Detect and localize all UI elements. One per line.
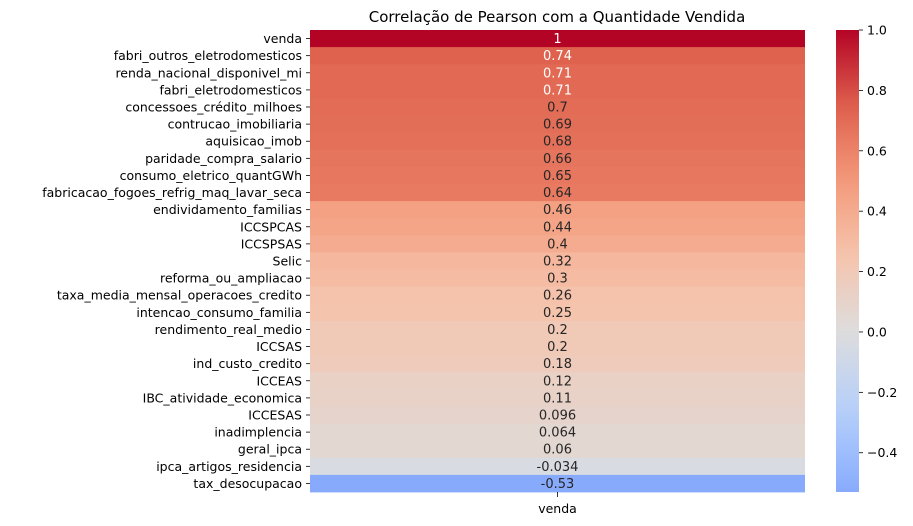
heatmap-cell	[310, 423, 805, 442]
row-label: renda_nacional_disponivel_mi	[115, 65, 302, 80]
heatmap-cell	[310, 406, 805, 424]
cell-value-label: 0.68	[543, 135, 572, 150]
row-label: ICCEAS	[256, 373, 302, 388]
cell-value-label: 0.26	[543, 289, 572, 304]
row-label: inadimplencia	[214, 425, 302, 440]
cell-value-label: 0.064	[539, 426, 576, 441]
row-label: rendimento_real_medio	[155, 322, 302, 337]
row-label: taxa_media_mensal_operacoes_credito	[57, 288, 302, 303]
row-labels: venda fabri_outros_eletrodomesticos renda_…	[42, 31, 310, 491]
heatmap-cell	[310, 132, 805, 151]
cell-value-label: 0.65	[543, 169, 572, 184]
cell-value-label: 0.64	[543, 186, 572, 201]
heatmap-cell	[310, 252, 805, 270]
colorbar-tick-label: 0.2	[867, 264, 887, 279]
heatmap-cell	[310, 149, 805, 168]
row-label: venda	[263, 31, 302, 46]
row-label: geral_ipca	[238, 442, 302, 457]
heatmap-cell	[310, 389, 805, 407]
cell-value-label: 0.12	[543, 374, 572, 389]
heatmap-cell	[310, 115, 805, 134]
row-label: contrucao_imobiliaria	[168, 117, 302, 132]
heatmap-cell	[310, 201, 805, 219]
colorbar: 1.0 0.8 0.6 0.4 0.2 0.0 −0.2 −0.4	[836, 23, 897, 492]
cell-value-label: 0.3	[547, 272, 568, 287]
cell-value-label: 0.71	[543, 83, 572, 98]
row-label: paridade_compra_salario	[145, 151, 302, 166]
cell-value-label: 0.69	[543, 118, 572, 133]
colorbar-tick-label: 0.4	[867, 204, 887, 219]
cell-value-label: 0.71	[543, 66, 572, 81]
row-label: intencao_consumo_familia	[136, 305, 302, 320]
cell-value-label: 0.32	[543, 255, 572, 270]
cell-value-label: 0.2	[547, 340, 568, 355]
row-label: Selic	[273, 254, 303, 269]
heatmap-cell	[310, 355, 805, 373]
cell-value-label: 0.18	[543, 357, 572, 372]
heatmap-cell	[310, 235, 805, 253]
row-label: fabri_eletrodomesticos	[160, 82, 303, 97]
row-label: ICCSAS	[256, 339, 302, 354]
cell-value-label: 0.2	[547, 323, 568, 338]
cell-value-label: 1	[553, 32, 561, 47]
heatmap-cell	[310, 218, 805, 236]
row-label: fabricacao_fogoes_refrig_maq_lavar_seca	[42, 185, 302, 200]
row-label: aquisicao_imob	[205, 134, 302, 149]
row-label: reforma_ou_ampliacao	[160, 271, 302, 286]
row-label: ICCESAS	[248, 408, 302, 423]
row-label: fabri_outros_eletrodomesticos	[114, 48, 302, 63]
cell-value-label: 0.4	[547, 237, 568, 252]
cell-value-label: 0.7	[547, 101, 568, 116]
row-label: consumo_eletrico_quantGWh	[120, 168, 302, 183]
row-label: tax_desocupacao	[193, 476, 302, 491]
heatmap-cells: 1 0.74 0.71 0.71 0.7 0.69 0.68 0.66 0.65 0.64 0.46…	[310, 30, 805, 493]
cell-value-label: 0.25	[543, 306, 572, 321]
heatmap-cell	[310, 98, 805, 116]
row-label: endividamento_familias	[153, 202, 302, 217]
cell-value-label: 0.66	[543, 152, 572, 167]
cell-value-label: 0.46	[543, 203, 572, 218]
cell-value-label: 0.06	[543, 443, 572, 458]
row-label: ipca_artigos_residencia	[156, 459, 302, 474]
heatmap-cell	[310, 166, 805, 185]
colorbar-tick-label: −0.4	[867, 445, 897, 460]
chart-title: Correlação de Pearson com a Quantidade V…	[369, 8, 746, 26]
row-label: ICCSPSAS	[241, 236, 302, 251]
cell-value-label: -0.034	[537, 460, 579, 475]
heatmap-cell	[310, 47, 805, 65]
cell-value-label: 0.096	[539, 409, 576, 424]
cell-value-label: 0.11	[543, 391, 572, 406]
heatmap-cell	[310, 338, 805, 356]
colorbar-gradient	[836, 30, 859, 492]
row-label: concessoes_crédito_milhoes	[125, 100, 302, 115]
heatmap-cell	[310, 184, 805, 202]
heatmap-cell	[310, 457, 805, 476]
heatmap-cell	[310, 30, 805, 48]
cell-value-label: 0.44	[543, 220, 572, 235]
heatmap-cell	[310, 372, 805, 390]
heatmap-cell	[310, 269, 805, 288]
colorbar-tick-label: −0.2	[867, 385, 897, 400]
x-tick-label: venda	[538, 501, 577, 516]
heatmap-cell	[310, 81, 805, 99]
x-axis: venda	[538, 492, 577, 516]
colorbar-tick-label: 1.0	[867, 23, 887, 38]
colorbar-tick-label: 0.0	[867, 324, 887, 339]
cell-value-label: 0.74	[543, 49, 572, 64]
colorbar-tick-label: 0.8	[867, 83, 887, 98]
row-label: ICCSPCAS	[240, 219, 302, 234]
row-label: IBC_atividade_economica	[143, 390, 302, 405]
heatmap-cell	[310, 474, 805, 493]
row-label: ind_custo_credito	[193, 356, 302, 371]
heatmap-cell	[310, 64, 805, 82]
heatmap-cell	[310, 286, 805, 305]
cell-value-label: -0.53	[541, 477, 575, 492]
heatmap-cell	[310, 440, 805, 459]
heatmap-cell	[310, 320, 805, 339]
heatmap-cell	[310, 303, 805, 322]
colorbar-tick-label: 0.6	[867, 143, 887, 158]
